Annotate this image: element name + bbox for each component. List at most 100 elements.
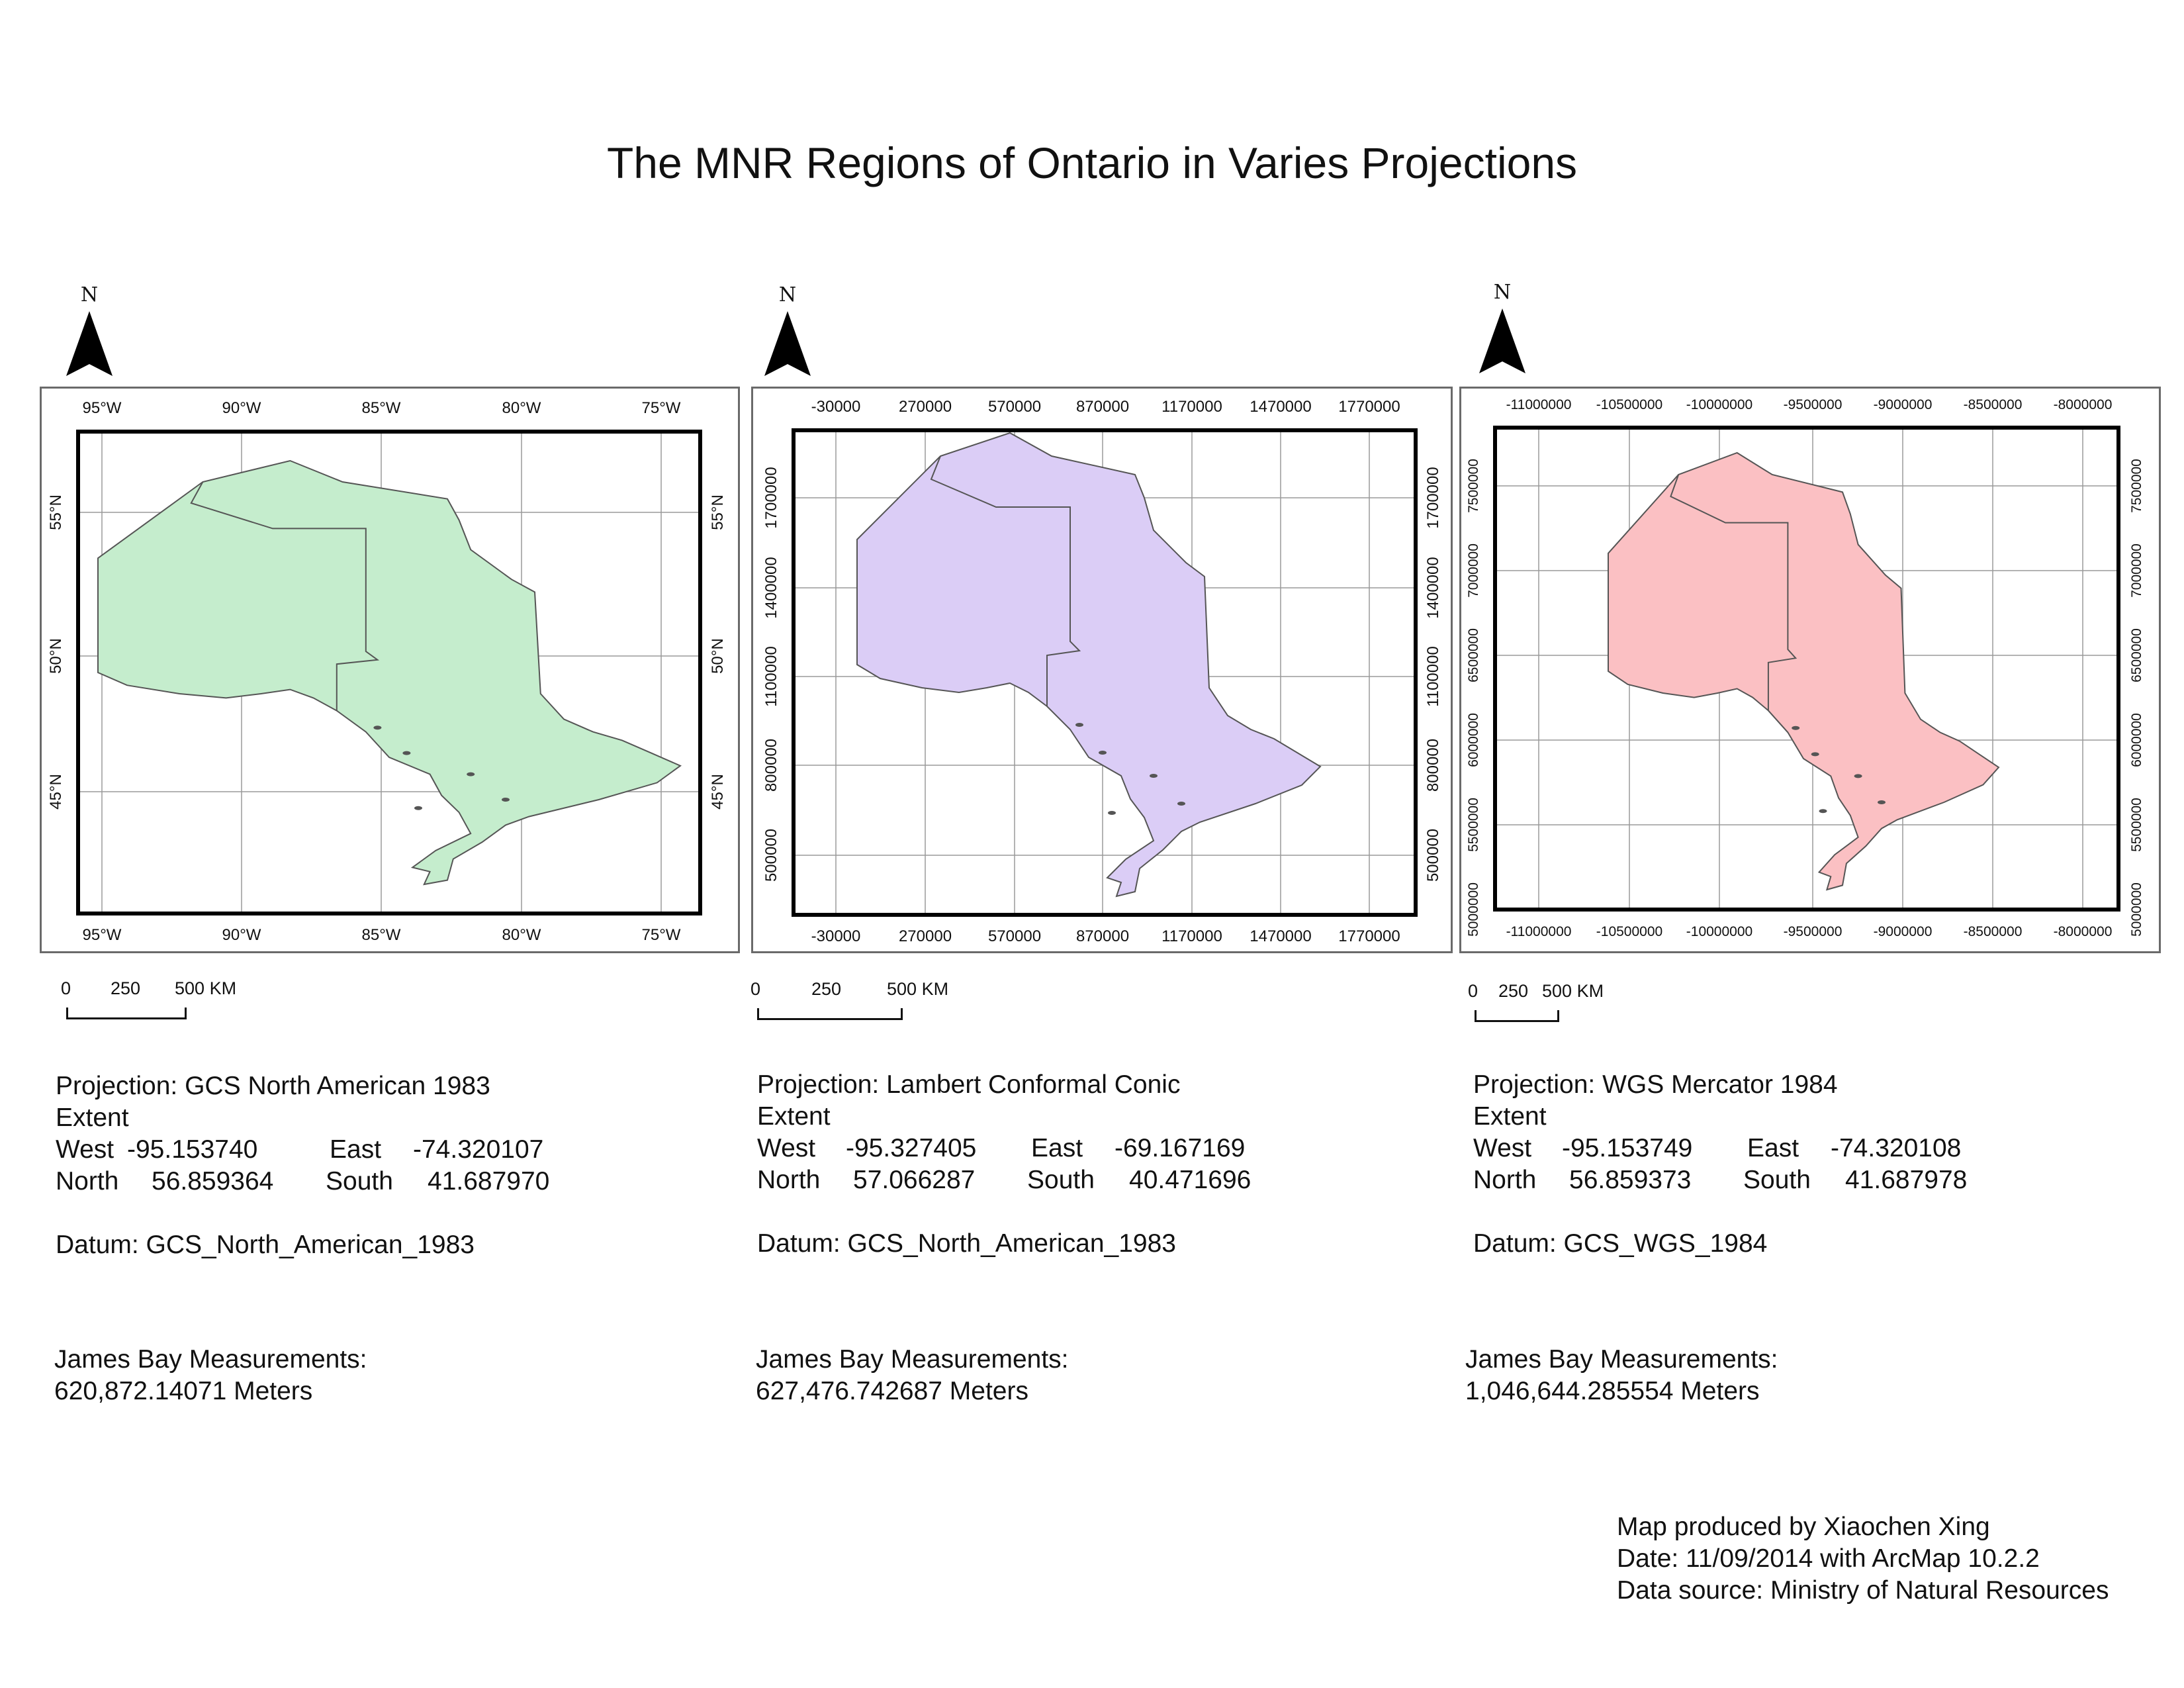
tick-label-top: 570000 [988, 398, 1041, 416]
scale-bar: 0 250 500 KM [61, 978, 326, 1025]
tick-label-right: 800000 [1424, 739, 1442, 792]
tick-label-top: 1170000 [1161, 398, 1222, 416]
tick-label-left: 800000 [762, 739, 780, 792]
tick-label-top: 95°W [83, 399, 122, 417]
credit-author: Map produced by Xiaochen Xing [1617, 1513, 1990, 1541]
measurement-value: 1,046,644.285554 Meters [1465, 1377, 1760, 1405]
extent-label: Extent [757, 1102, 831, 1131]
tick-label-left: 7500000 [1466, 459, 1481, 513]
tick-label-bottom: 1770000 [1338, 927, 1400, 945]
measurement-value: 627,476.742687 Meters [756, 1377, 1028, 1405]
credit-date: Date: 11/09/2014 with ArcMap 10.2.2 [1617, 1544, 2040, 1573]
measurement-value: 620,872.14071 Meters [54, 1377, 313, 1405]
tick-label-top: 1770000 [1338, 398, 1400, 416]
tick-label-right: 1400000 [1424, 557, 1442, 618]
tick-label-right: 6000000 [2129, 713, 2144, 767]
tick-label-top: -8000000 [2054, 397, 2113, 412]
tick-label-right: 6500000 [2129, 628, 2144, 682]
tick-label-bottom: 75°W [642, 926, 681, 944]
tick-label-top: -10000000 [1686, 397, 1752, 412]
scale-bar: 0 250 500 KM [751, 979, 1015, 1025]
tick-label-left: 6500000 [1466, 628, 1481, 682]
datum: Datum: GCS_North_American_1983 [757, 1229, 1176, 1258]
ontario-map-mercator: -11000000 -10500000 -10000000 -9500000 -9000… [1466, 397, 2144, 939]
tick-label-top: -8500000 [1964, 397, 2023, 412]
scale-bar-line [757, 1008, 903, 1020]
projection-info: Projection: Lambert Conformal Conic Exte… [757, 1069, 1287, 1260]
tick-label-left: 7000000 [1466, 543, 1481, 598]
tick-label-top: -30000 [811, 398, 861, 416]
tick-label-right: 55°N [709, 494, 727, 530]
ontario-map-lambert: -30000 270000 570000 870000 1170000 1470000 17… [762, 398, 1442, 945]
tick-label-right: 45°N [709, 774, 727, 810]
scale-label-250: 250 [1498, 981, 1529, 1001]
tick-label-bottom: -10000000 [1686, 924, 1752, 939]
north-arrow-label: N [778, 283, 797, 306]
projection-name: Projection: GCS North American 1983 [56, 1072, 490, 1100]
james-bay-measurement: James Bay Measurements: 627,476.742687 M… [756, 1344, 1069, 1407]
north-arrow: N [1469, 281, 1535, 380]
datum: Datum: GCS_North_American_1983 [56, 1231, 475, 1259]
tick-label-left: 55°N [47, 494, 65, 530]
scale-bar-line [1475, 1010, 1559, 1022]
projection-info: Projection: GCS North American 1983 Exte… [56, 1070, 585, 1261]
north-arrow: N [56, 283, 122, 383]
tick-label-right: 7000000 [2129, 543, 2144, 598]
tick-label-bottom: 1170000 [1161, 927, 1222, 945]
projection-info: Projection: WGS Mercator 1984 Extent Wes… [1473, 1069, 2003, 1260]
map-credits: Map produced by Xiaochen Xing Date: 11/0… [1617, 1511, 2109, 1607]
tick-label-bottom: -30000 [811, 927, 861, 945]
tick-label-left: 1700000 [762, 467, 780, 528]
extent-north-south: North 56.859364 South 41.687970 [56, 1167, 550, 1196]
tick-label-top: -10500000 [1596, 397, 1662, 412]
north-arrow-label: N [1493, 281, 1512, 304]
scale-label-500: 500 KM [175, 978, 237, 998]
extent-west-east: West -95.153749 East -74.320108 [1473, 1134, 1962, 1162]
tick-label-top: -9500000 [1784, 397, 1843, 412]
datum: Datum: GCS_WGS_1984 [1473, 1229, 1768, 1258]
scale-label-500: 500 KM [1542, 981, 1604, 1001]
measurement-label: James Bay Measurements: [54, 1345, 367, 1374]
tick-label-bottom: -11000000 [1506, 924, 1572, 939]
tick-label-left: 1100000 [762, 646, 780, 707]
projection-name: Projection: Lambert Conformal Conic [757, 1070, 1181, 1099]
extent-north-south: North 57.066287 South 40.471696 [757, 1166, 1251, 1194]
james-bay-measurement: James Bay Measurements: 620,872.14071 Me… [54, 1344, 367, 1407]
tick-label-bottom: -9000000 [1874, 924, 1933, 939]
tick-label-top: 270000 [899, 398, 952, 416]
tick-label-left: 5000000 [1466, 882, 1481, 937]
north-arrow-icon [66, 311, 113, 376]
tick-label-right: 5000000 [2129, 882, 2144, 937]
scale-label-0: 0 [1468, 981, 1479, 1001]
tick-label-bottom: 870000 [1076, 927, 1129, 945]
tick-label-bottom: 90°W [222, 926, 261, 944]
extent-label: Extent [1473, 1102, 1547, 1131]
tick-label-right: 50°N [709, 638, 727, 674]
tick-label-left: 500000 [762, 829, 780, 882]
tick-label-bottom: 80°W [502, 926, 541, 944]
tick-label-bottom: 95°W [83, 926, 122, 944]
tick-label-bottom: 570000 [988, 927, 1041, 945]
scale-label-0: 0 [61, 978, 71, 998]
tick-label-bottom: -8000000 [2054, 924, 2113, 939]
scale-bar: 0 250 500 KM [1468, 981, 1733, 1027]
tick-label-bottom: -9500000 [1784, 924, 1843, 939]
james-bay-measurement: James Bay Measurements: 1,046,644.285554… [1465, 1344, 1778, 1407]
scale-bar-line [66, 1008, 187, 1019]
tick-label-right: 1100000 [1424, 646, 1442, 707]
scale-label-0: 0 [751, 979, 761, 999]
tick-label-bottom: -8500000 [1964, 924, 2023, 939]
tick-label-left: 1400000 [762, 557, 780, 618]
tick-label-top: -11000000 [1506, 397, 1572, 412]
extent-label: Extent [56, 1103, 129, 1132]
measurement-label: James Bay Measurements: [1465, 1345, 1778, 1374]
tick-label-top: 90°W [222, 399, 261, 417]
north-arrow-label: N [80, 283, 99, 306]
map-title: The MNR Regions of Ontario in Varies Pro… [606, 138, 1578, 187]
tick-label-bottom: 1470000 [1250, 927, 1311, 945]
tick-label-right: 7500000 [2129, 459, 2144, 513]
ontario-map-gcs: 95°W 90°W 85°W 80°W 75°W 95°W 90°W 85°W 80°W 75°W… [47, 399, 727, 944]
tick-label-top: 870000 [1076, 398, 1129, 416]
tick-label-bottom: 85°W [362, 926, 401, 944]
scale-label-250: 250 [111, 978, 141, 998]
